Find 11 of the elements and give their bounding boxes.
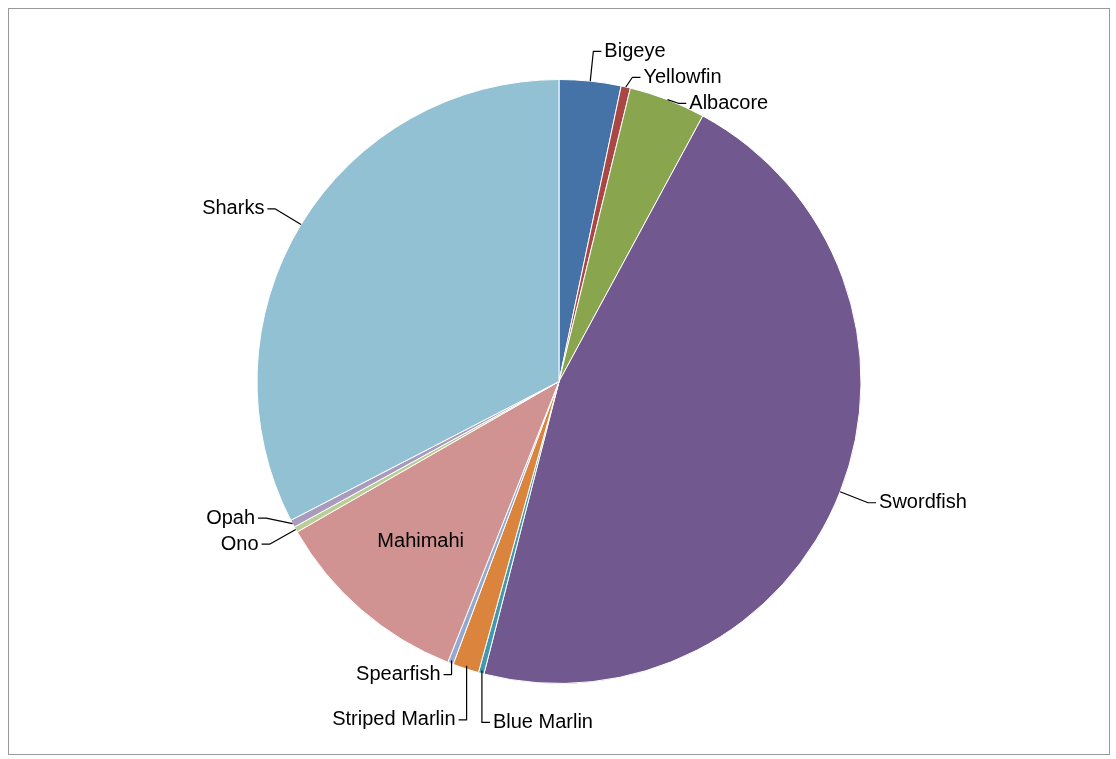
- slice-label: Sharks: [202, 196, 265, 219]
- slice-label: Striped Marlin: [332, 707, 456, 730]
- slice-label: Opah: [206, 505, 256, 528]
- slice-label: Bigeye: [604, 38, 666, 61]
- slice-label: Albacore: [689, 90, 769, 113]
- slice-label: Swordfish: [879, 490, 967, 513]
- slice-label: Spearfish: [356, 662, 441, 685]
- slice-label: Yellowfin: [643, 64, 722, 87]
- slice-label: Mahimahi: [377, 528, 465, 551]
- slice-label: Ono: [220, 531, 259, 554]
- slice-label: Blue Marlin: [492, 709, 593, 732]
